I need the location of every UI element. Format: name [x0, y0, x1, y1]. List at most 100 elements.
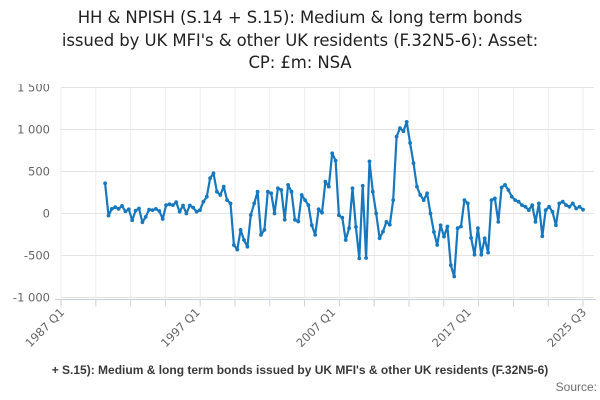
data-point-marker[interactable]: [143, 215, 148, 219]
data-point-marker[interactable]: [401, 129, 406, 134]
data-point-marker[interactable]: [309, 223, 314, 228]
data-point-marker[interactable]: [187, 203, 192, 208]
data-point-marker[interactable]: [554, 223, 558, 228]
data-point-marker[interactable]: [513, 198, 518, 202]
data-point-marker[interactable]: [455, 226, 460, 231]
data-point-marker[interactable]: [201, 199, 206, 204]
data-point-marker[interactable]: [130, 218, 135, 223]
data-point-marker[interactable]: [547, 204, 551, 209]
data-point-marker[interactable]: [184, 211, 189, 216]
data-point-marker[interactable]: [509, 194, 514, 199]
data-point-marker[interactable]: [435, 243, 440, 247]
data-point-marker[interactable]: [469, 236, 473, 240]
data-point-marker[interactable]: [228, 201, 233, 206]
data-point-marker[interactable]: [360, 183, 365, 188]
data-point-marker[interactable]: [459, 224, 463, 229]
data-point-marker[interactable]: [448, 263, 453, 268]
data-point-marker[interactable]: [570, 201, 575, 206]
data-point-marker[interactable]: [320, 210, 324, 215]
data-point-marker[interactable]: [489, 198, 494, 202]
data-point-marker[interactable]: [567, 204, 572, 209]
data-point-marker[interactable]: [259, 233, 263, 237]
data-point-marker[interactable]: [560, 199, 565, 204]
data-point-marker[interactable]: [425, 191, 429, 196]
data-point-marker[interactable]: [394, 134, 399, 139]
data-point-marker[interactable]: [272, 211, 277, 216]
data-point-marker[interactable]: [438, 223, 443, 228]
data-point-marker[interactable]: [347, 226, 351, 231]
data-point-marker[interactable]: [357, 256, 362, 261]
data-point-marker[interactable]: [398, 126, 402, 131]
data-point-marker[interactable]: [269, 191, 274, 196]
data-point-marker[interactable]: [221, 184, 226, 189]
data-point-marker[interactable]: [564, 203, 568, 207]
data-point-marker[interactable]: [530, 203, 535, 207]
data-point-marker[interactable]: [503, 183, 507, 187]
series-line[interactable]: [104, 120, 585, 278]
chart-area[interactable]: 1 500 1 000 500 0 -500 -1 000 1987 Q1 1997 Q1 20…: [0, 81, 600, 354]
data-point-marker[interactable]: [171, 203, 175, 207]
data-point-marker[interactable]: [465, 201, 470, 206]
data-point-marker[interactable]: [384, 220, 389, 224]
data-point-marker[interactable]: [543, 208, 548, 212]
data-point-marker[interactable]: [526, 208, 531, 212]
data-point-marker[interactable]: [109, 207, 114, 211]
data-point-marker[interactable]: [533, 220, 538, 224]
data-point-marker[interactable]: [238, 228, 243, 232]
data-point-marker[interactable]: [574, 206, 579, 211]
data-point-marker[interactable]: [391, 198, 396, 202]
data-point-marker[interactable]: [150, 208, 155, 212]
data-point-marker[interactable]: [154, 207, 158, 211]
data-point-marker[interactable]: [306, 203, 311, 207]
data-point-marker[interactable]: [323, 179, 328, 184]
data-point-marker[interactable]: [211, 171, 216, 176]
data-point-marker[interactable]: [452, 274, 457, 279]
data-point-marker[interactable]: [445, 224, 450, 229]
data-point-marker[interactable]: [404, 120, 409, 124]
data-point-marker[interactable]: [482, 236, 487, 241]
data-point-marker[interactable]: [265, 189, 270, 194]
data-point-marker[interactable]: [299, 193, 304, 197]
data-point-marker[interactable]: [116, 207, 121, 211]
data-point-marker[interactable]: [415, 184, 419, 189]
data-point-marker[interactable]: [289, 189, 294, 194]
data-point-marker[interactable]: [157, 209, 162, 213]
data-point-marker[interactable]: [408, 141, 412, 145]
data-point-marker[interactable]: [282, 217, 287, 222]
data-point-marker[interactable]: [333, 158, 338, 163]
data-point-marker[interactable]: [177, 209, 182, 214]
data-point-marker[interactable]: [577, 204, 582, 209]
data-point-marker[interactable]: [421, 198, 426, 202]
data-point-marker[interactable]: [194, 209, 199, 214]
data-point-marker[interactable]: [123, 209, 128, 214]
data-point-marker[interactable]: [537, 201, 541, 206]
data-point-marker[interactable]: [340, 215, 345, 220]
data-series[interactable]: [103, 120, 585, 279]
data-point-marker[interactable]: [387, 222, 392, 227]
data-point-marker[interactable]: [350, 186, 355, 191]
data-point-marker[interactable]: [472, 252, 477, 257]
data-point-marker[interactable]: [520, 203, 524, 207]
data-point-marker[interactable]: [337, 213, 341, 218]
data-point-marker[interactable]: [499, 185, 504, 190]
data-point-marker[interactable]: [147, 207, 152, 212]
data-point-marker[interactable]: [364, 256, 368, 260]
data-point-marker[interactable]: [354, 225, 358, 229]
data-point-marker[interactable]: [428, 211, 433, 216]
data-point-marker[interactable]: [303, 198, 307, 202]
data-point-marker[interactable]: [432, 230, 436, 234]
data-point-marker[interactable]: [496, 220, 501, 224]
data-point-marker[interactable]: [486, 250, 490, 255]
data-point-marker[interactable]: [374, 211, 379, 216]
data-point-marker[interactable]: [232, 243, 236, 247]
data-point-marker[interactable]: [367, 159, 372, 164]
data-point-marker[interactable]: [381, 229, 385, 234]
data-point-marker[interactable]: [235, 247, 240, 252]
data-point-marker[interactable]: [225, 198, 230, 202]
data-point-marker[interactable]: [293, 217, 297, 222]
data-point-marker[interactable]: [140, 220, 145, 225]
data-point-marker[interactable]: [370, 189, 375, 194]
data-point-marker[interactable]: [557, 201, 562, 206]
data-point-marker[interactable]: [198, 208, 202, 212]
